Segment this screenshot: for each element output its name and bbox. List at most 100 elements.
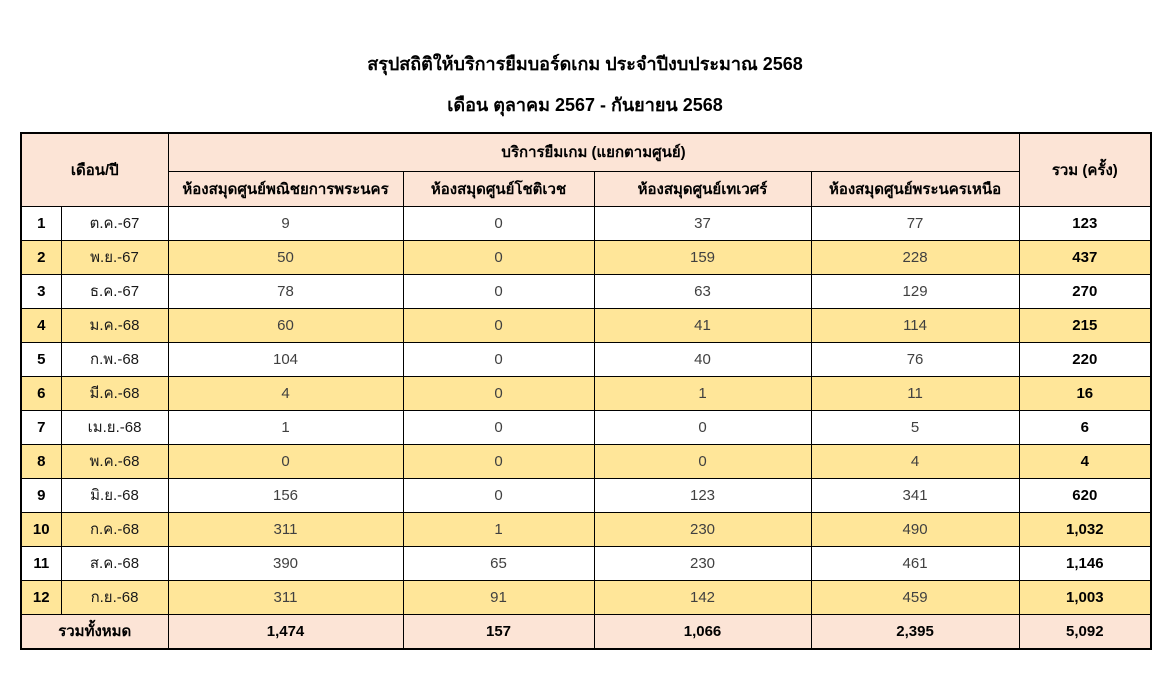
value-cell: 123 xyxy=(593,477,812,513)
value-cell: 5 xyxy=(810,409,1020,445)
value-cell: 159 xyxy=(593,239,812,275)
row-total-cell: 1,146 xyxy=(1018,545,1152,581)
table-row: 6 มี.ค.-68 4 0 1 11 16 xyxy=(20,375,1152,411)
footer-value-cell: 2,395 xyxy=(810,613,1020,650)
row-total-cell: 16 xyxy=(1018,375,1152,411)
value-cell: 0 xyxy=(402,307,595,343)
header-row-centers: ห้องสมุดศูนย์พณิชยการพระนคร ห้องสมุดศูนย… xyxy=(21,170,1151,207)
value-cell: 1 xyxy=(167,409,404,445)
value-cell: 311 xyxy=(167,579,404,615)
footer-value-cell: 157 xyxy=(402,613,595,650)
table-row: 9 มิ.ย.-68 156 0 123 341 620 xyxy=(20,477,1152,513)
row-number-cell: 6 xyxy=(20,375,62,411)
value-cell: 76 xyxy=(810,341,1020,377)
value-cell: 0 xyxy=(402,477,595,513)
month-cell: มิ.ย.-68 xyxy=(60,477,169,513)
value-cell: 390 xyxy=(167,545,404,581)
value-cell: 104 xyxy=(167,341,404,377)
row-number-cell: 10 xyxy=(20,511,62,547)
table-row: 1 ต.ค.-67 9 0 37 77 123 xyxy=(20,205,1152,241)
table-row: 12 ก.ย.-68 311 91 142 459 1,003 xyxy=(20,579,1152,615)
row-total-cell: 437 xyxy=(1018,239,1152,275)
row-total-cell: 620 xyxy=(1018,477,1152,513)
footer-total-cell: 5,092 xyxy=(1018,613,1152,650)
value-cell: 341 xyxy=(810,477,1020,513)
value-cell: 114 xyxy=(810,307,1020,343)
month-cell: ธ.ค.-67 xyxy=(60,273,169,309)
row-number-cell: 1 xyxy=(20,205,62,241)
header-center-phanitchayakan: ห้องสมุดศูนย์พณิชยการพระนคร xyxy=(167,170,404,207)
row-total-cell: 270 xyxy=(1018,273,1152,309)
value-cell: 65 xyxy=(402,545,595,581)
table-row: 5 ก.พ.-68 104 0 40 76 220 xyxy=(20,341,1152,377)
table-body: 1 ต.ค.-67 9 0 37 77 123 2 พ.ย.-67 50 0 159 228 437 3 ธ.… xyxy=(20,205,1152,615)
month-cell: พ.ย.-67 xyxy=(60,239,169,275)
value-cell: 60 xyxy=(167,307,404,343)
value-cell: 63 xyxy=(593,273,812,309)
table-header: เดือน/ปี บริการยืมเกม (แยกตามศูนย์) รวม … xyxy=(20,132,1152,207)
value-cell: 0 xyxy=(402,205,595,241)
page-title: สรุปสถิติให้บริการยืมบอร์ดเกม ประจำปีงบป… xyxy=(367,54,803,74)
month-cell: ก.ย.-68 xyxy=(60,579,169,615)
table-row: 7 เม.ย.-68 1 0 0 5 6 xyxy=(20,409,1152,445)
value-cell: 77 xyxy=(810,205,1020,241)
value-cell: 0 xyxy=(402,273,595,309)
value-cell: 9 xyxy=(167,205,404,241)
header-center-thewet: ห้องสมุดศูนย์เทเวศร์ xyxy=(593,170,812,207)
value-cell: 311 xyxy=(167,511,404,547)
value-cell: 78 xyxy=(167,273,404,309)
header-service-group: บริการยืมเกม (แยกตามศูนย์) xyxy=(167,132,1020,172)
value-cell: 459 xyxy=(810,579,1020,615)
table-row: 2 พ.ย.-67 50 0 159 228 437 xyxy=(20,239,1152,275)
row-number-cell: 4 xyxy=(20,307,62,343)
row-total-cell: 220 xyxy=(1018,341,1152,377)
value-cell: 4 xyxy=(167,375,404,411)
month-cell: ก.พ.-68 xyxy=(60,341,169,377)
month-cell: ส.ค.-68 xyxy=(60,545,169,581)
row-number-cell: 8 xyxy=(20,443,62,479)
value-cell: 40 xyxy=(593,341,812,377)
value-cell: 0 xyxy=(593,409,812,445)
footer-value-cell: 1,474 xyxy=(167,613,404,650)
footer-value-cell: 1,066 xyxy=(593,613,812,650)
value-cell: 0 xyxy=(402,443,595,479)
page-subtitle: เดือน ตุลาคม 2567 - กันยายน 2568 xyxy=(447,94,723,115)
row-total-cell: 6 xyxy=(1018,409,1152,445)
row-number-cell: 12 xyxy=(20,579,62,615)
table-footer: รวมทั้งหมด 1,474 157 1,066 2,395 5,092 xyxy=(20,613,1152,650)
value-cell: 228 xyxy=(810,239,1020,275)
row-total-cell: 1,032 xyxy=(1018,511,1152,547)
table-row: 11 ส.ค.-68 390 65 230 461 1,146 xyxy=(20,545,1152,581)
footer-row: รวมทั้งหมด 1,474 157 1,066 2,395 5,092 xyxy=(20,613,1152,650)
value-cell: 129 xyxy=(810,273,1020,309)
value-cell: 11 xyxy=(810,375,1020,411)
month-cell: ก.ค.-68 xyxy=(60,511,169,547)
value-cell: 41 xyxy=(593,307,812,343)
value-cell: 0 xyxy=(402,239,595,275)
row-number-cell: 11 xyxy=(20,545,62,581)
value-cell: 0 xyxy=(402,409,595,445)
row-number-cell: 7 xyxy=(20,409,62,445)
value-cell: 230 xyxy=(593,511,812,547)
month-cell: มี.ค.-68 xyxy=(60,375,169,411)
value-cell: 91 xyxy=(402,579,595,615)
value-cell: 1 xyxy=(593,375,812,411)
value-cell: 0 xyxy=(593,443,812,479)
row-total-cell: 215 xyxy=(1018,307,1152,343)
table-row: 10 ก.ค.-68 311 1 230 490 1,032 xyxy=(20,511,1152,547)
row-total-cell: 1,003 xyxy=(1018,579,1152,615)
header-center-chotiwet: ห้องสมุดศูนย์โชติเวช xyxy=(402,170,595,207)
value-cell: 50 xyxy=(167,239,404,275)
table-row: 4 ม.ค.-68 60 0 41 114 215 xyxy=(20,307,1152,343)
header-total: รวม (ครั้ง) xyxy=(1018,132,1152,207)
value-cell: 1 xyxy=(402,511,595,547)
value-cell: 461 xyxy=(810,545,1020,581)
row-total-cell: 4 xyxy=(1018,443,1152,479)
value-cell: 0 xyxy=(402,375,595,411)
month-cell: เม.ย.-68 xyxy=(60,409,169,445)
header-center-phranakhon-nuea: ห้องสมุดศูนย์พระนครเหนือ xyxy=(810,170,1020,207)
header-row-group: เดือน/ปี บริการยืมเกม (แยกตามศูนย์) รวม … xyxy=(20,132,1152,207)
row-total-cell: 123 xyxy=(1018,205,1152,241)
table-row: 3 ธ.ค.-67 78 0 63 129 270 xyxy=(20,273,1152,309)
